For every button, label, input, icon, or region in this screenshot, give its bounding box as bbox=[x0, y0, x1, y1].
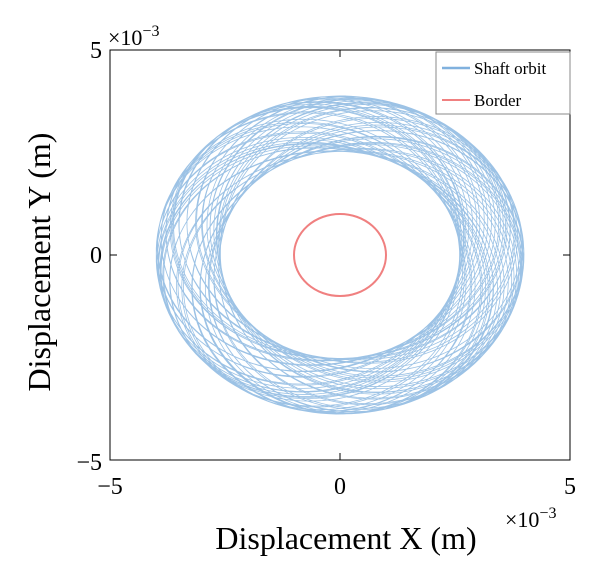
y-tick-label: 0 bbox=[90, 243, 102, 269]
y-exponent-power: −3 bbox=[142, 23, 159, 40]
legend: Shaft orbit Border bbox=[435, 51, 571, 115]
x-exponent-power: −3 bbox=[539, 505, 556, 522]
legend-label-border: Border bbox=[474, 91, 522, 110]
x-exponent-label: ×10−3 bbox=[505, 505, 556, 532]
y-tick-label: 5 bbox=[90, 38, 102, 64]
x-tick-label: 5 bbox=[564, 474, 576, 500]
legend-box bbox=[435, 51, 571, 115]
y-tick-label: −5 bbox=[76, 450, 102, 476]
shaft-orbit-line bbox=[155, 95, 525, 415]
x-axis-title: Displacement X (m) bbox=[215, 520, 476, 556]
shaft-orbit-series bbox=[155, 95, 525, 415]
border-series bbox=[293, 213, 387, 297]
y-exponent-label: ×10−3 bbox=[108, 23, 159, 50]
y-axis-title: Displacement Y (m) bbox=[21, 133, 57, 392]
x-tick-label: −5 bbox=[97, 474, 123, 500]
legend-label-shaft-orbit: Shaft orbit bbox=[474, 59, 547, 78]
y-exponent-base: ×10 bbox=[108, 25, 142, 50]
border-circle bbox=[293, 213, 387, 297]
x-tick-label: 0 bbox=[334, 474, 346, 500]
x-exponent-base: ×10 bbox=[505, 507, 539, 532]
